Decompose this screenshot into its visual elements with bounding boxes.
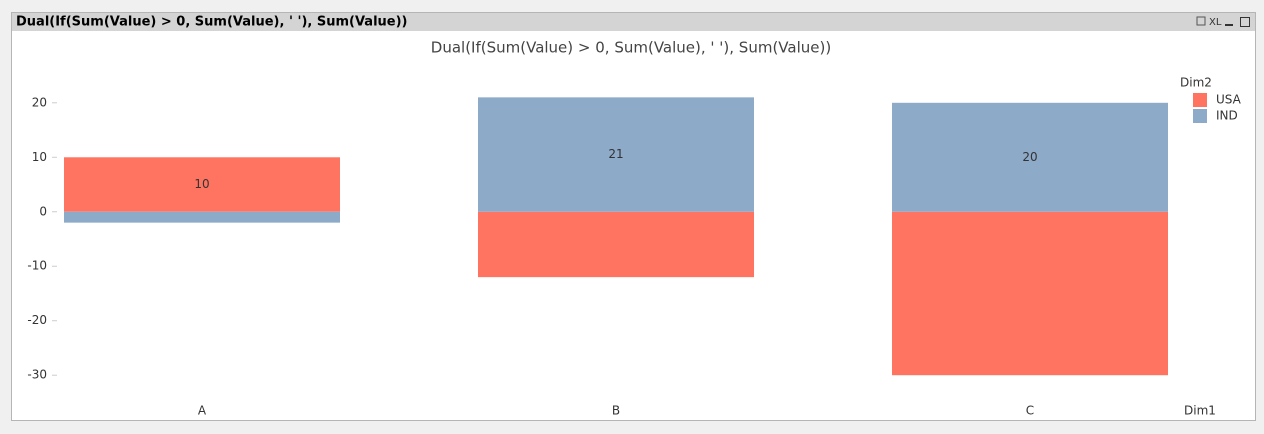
data-label: 20 bbox=[1022, 150, 1037, 164]
y-tick-label: 10 bbox=[32, 150, 47, 164]
minimize-icon[interactable] bbox=[1225, 24, 1233, 26]
chart-title: Dual(If(Sum(Value) > 0, Sum(Value), ' ')… bbox=[431, 39, 831, 57]
legend-label: IND bbox=[1216, 109, 1238, 123]
bar-segment bbox=[892, 102, 1168, 212]
print-icon[interactable] bbox=[1196, 16, 1206, 26]
maximize-icon[interactable] bbox=[1240, 17, 1250, 27]
y-tick-label: 0 bbox=[39, 204, 47, 218]
legend-title: Dim2 bbox=[1180, 76, 1212, 90]
caption-bar bbox=[12, 13, 1255, 31]
x-tick-label: C bbox=[1026, 404, 1034, 418]
legend-label: USA bbox=[1216, 93, 1242, 107]
bar-segment bbox=[64, 157, 340, 212]
xl-icon[interactable]: XL bbox=[1209, 17, 1222, 28]
data-label: 21 bbox=[608, 147, 623, 161]
y-tick-label: -10 bbox=[27, 259, 47, 273]
bar-segment bbox=[892, 211, 1168, 376]
legend-swatch bbox=[1193, 109, 1207, 123]
y-tick-label: -30 bbox=[27, 368, 47, 382]
bar-segment bbox=[478, 97, 754, 212]
x-axis-title: Dim1 bbox=[1184, 404, 1216, 418]
y-tick-label: 20 bbox=[32, 95, 47, 109]
bar-segment bbox=[478, 211, 754, 278]
bar-segment bbox=[64, 211, 340, 223]
window-caption: Dual(If(Sum(Value) > 0, Sum(Value), ' ')… bbox=[16, 15, 408, 30]
data-label: 10 bbox=[194, 177, 209, 191]
y-tick-label: -20 bbox=[27, 313, 47, 327]
legend-swatch bbox=[1193, 93, 1207, 107]
x-tick-label: A bbox=[198, 404, 207, 418]
x-tick-label: B bbox=[612, 404, 620, 418]
